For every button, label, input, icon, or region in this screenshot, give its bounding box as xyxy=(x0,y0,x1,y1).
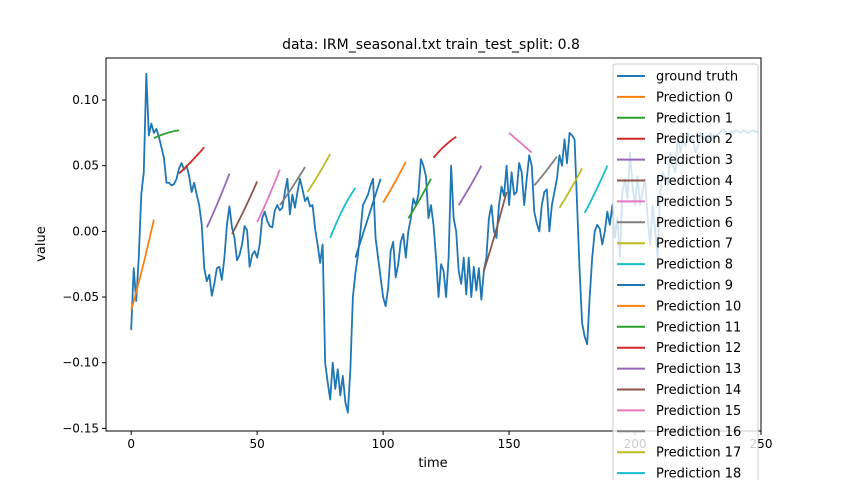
plot-frame xyxy=(105,57,762,432)
y-tick-label: −0.10 xyxy=(62,356,99,370)
x-tick-label: 50 xyxy=(250,437,265,451)
legend-label: Prediction 14 xyxy=(656,383,741,398)
legend-label: ground truth xyxy=(656,70,738,85)
legend-label: Prediction 1 xyxy=(656,111,733,126)
y-tick-label: 0.05 xyxy=(72,159,99,173)
series-line-8 xyxy=(306,153,331,193)
series-line-9 xyxy=(329,187,357,239)
legend-label: Prediction 12 xyxy=(656,341,741,356)
series-line-5 xyxy=(231,181,258,235)
x-axis-label: time xyxy=(418,456,447,471)
series-line-1 xyxy=(130,219,155,311)
legend-label: Prediction 7 xyxy=(656,237,733,252)
series-line-11 xyxy=(382,161,407,203)
series-line-19 xyxy=(583,165,609,214)
series-line-3 xyxy=(178,146,205,175)
series-line-16 xyxy=(508,132,533,154)
legend-label: Prediction 5 xyxy=(656,195,733,210)
x-tick-label: 150 xyxy=(498,437,521,451)
legend-label: Prediction 4 xyxy=(656,174,733,189)
legend-label: Prediction 3 xyxy=(656,153,733,168)
legend-label: Prediction 0 xyxy=(656,90,733,105)
legend-label: Prediction 11 xyxy=(656,320,741,335)
series-line-17 xyxy=(533,155,558,186)
series-line-10 xyxy=(354,178,382,258)
legend-label: Prediction 13 xyxy=(656,362,741,377)
legend-box xyxy=(612,63,759,485)
y-tick-label: −0.05 xyxy=(62,290,99,304)
series-line-7 xyxy=(279,166,306,206)
legend-label: Prediction 10 xyxy=(656,299,741,314)
legend: ground truth Prediction 0 Prediction 1 Pred… xyxy=(612,63,759,485)
series-line-13 xyxy=(432,136,457,159)
series-line-12 xyxy=(407,178,432,219)
series-line-4 xyxy=(205,173,231,228)
legend-label: Prediction 16 xyxy=(656,425,741,440)
series-line-15 xyxy=(483,191,508,272)
x-tick-label: 100 xyxy=(372,437,395,451)
legend-label: Prediction 9 xyxy=(656,279,733,294)
series-line-18 xyxy=(558,167,583,209)
legend-label: Prediction 15 xyxy=(656,404,741,419)
series-line-6 xyxy=(256,169,281,223)
legend-label: Prediction 8 xyxy=(656,258,733,273)
legend-label: Prediction 17 xyxy=(656,446,741,461)
y-tick-label: −0.15 xyxy=(62,421,99,435)
y-tick-label: 0.10 xyxy=(72,93,99,107)
legend-label: Prediction 18 xyxy=(656,467,741,480)
y-tick-label: 0.00 xyxy=(72,224,99,238)
chart-title: data: IRM_seasonal.txt train_test_split:… xyxy=(282,37,580,53)
x-tick-label: 0 xyxy=(127,437,135,451)
y-axis-label: value xyxy=(34,226,49,262)
legend-label: Prediction 6 xyxy=(656,216,733,231)
legend-label: Prediction 2 xyxy=(656,132,733,147)
series-line-2 xyxy=(153,129,180,139)
series-line-14 xyxy=(457,165,483,206)
